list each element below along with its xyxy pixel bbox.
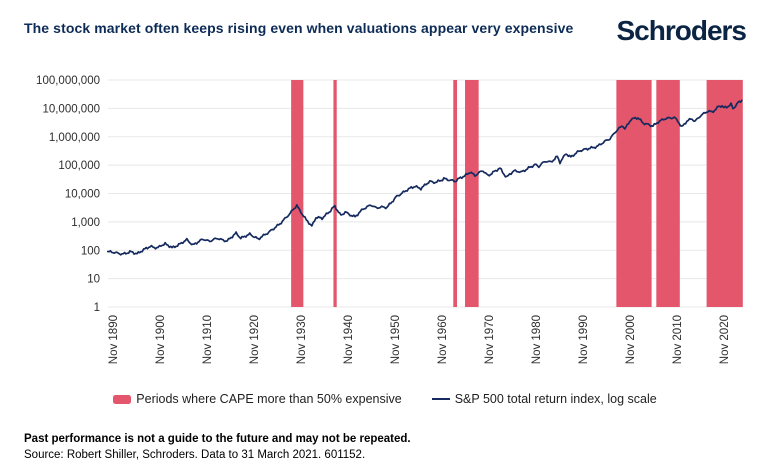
- svg-text:1: 1: [94, 302, 100, 314]
- svg-text:Nov 1930: Nov 1930: [296, 315, 308, 364]
- page-title: The stock market often keeps rising even…: [24, 20, 574, 36]
- svg-text:Nov 1920: Nov 1920: [249, 315, 261, 364]
- source-text: Source: Robert Shiller, Schroders. Data …: [24, 449, 366, 462]
- svg-text:1,000: 1,000: [71, 217, 100, 229]
- svg-text:10,000: 10,000: [65, 189, 100, 201]
- cape-band-swatch: [113, 394, 132, 404]
- footer: Past performance is not a guide to the f…: [24, 431, 411, 464]
- svg-text:Nov 2020: Nov 2020: [719, 315, 731, 364]
- svg-text:Nov 1900: Nov 1900: [155, 315, 167, 364]
- schroders-logo: Schroders: [616, 15, 747, 46]
- svg-text:Nov 1940: Nov 1940: [343, 315, 355, 364]
- legend-label-cape: Periods where CAPE more than 50% expensi…: [136, 392, 402, 406]
- legend-item-sp500: S&P 500 total return index, log scale: [431, 392, 657, 406]
- svg-text:100: 100: [81, 245, 100, 257]
- svg-text:Nov 1990: Nov 1990: [578, 315, 590, 364]
- svg-text:Nov 1950: Nov 1950: [390, 315, 402, 364]
- disclaimer-text: Past performance is not a guide to the f…: [24, 433, 411, 445]
- svg-text:Nov 1960: Nov 1960: [437, 315, 449, 364]
- legend-item-cape: Periods where CAPE more than 50% expensi…: [113, 392, 402, 406]
- svg-text:Nov 2010: Nov 2010: [672, 315, 684, 364]
- legend-label-sp500: S&P 500 total return index, log scale: [454, 392, 657, 406]
- svg-text:Nov 1910: Nov 1910: [202, 315, 214, 364]
- chart-legend: Periods where CAPE more than 50% expensi…: [0, 392, 770, 406]
- svg-text:1,000,000: 1,000,000: [49, 132, 100, 144]
- svg-text:10,000,000: 10,000,000: [42, 103, 100, 115]
- svg-text:10: 10: [87, 274, 100, 286]
- svg-text:Nov 1890: Nov 1890: [108, 315, 120, 364]
- svg-text:Nov 1970: Nov 1970: [484, 315, 496, 364]
- svg-text:100,000,000: 100,000,000: [36, 75, 100, 87]
- chart-svg: 100,000,000 10,000,000 1,000,000 100,000 10,…: [36, 75, 743, 364]
- svg-text:Nov 2000: Nov 2000: [625, 315, 637, 364]
- svg-text:100,000: 100,000: [58, 160, 100, 172]
- sp500-line-swatch: [431, 397, 450, 401]
- svg-text:Nov 1980: Nov 1980: [531, 315, 543, 364]
